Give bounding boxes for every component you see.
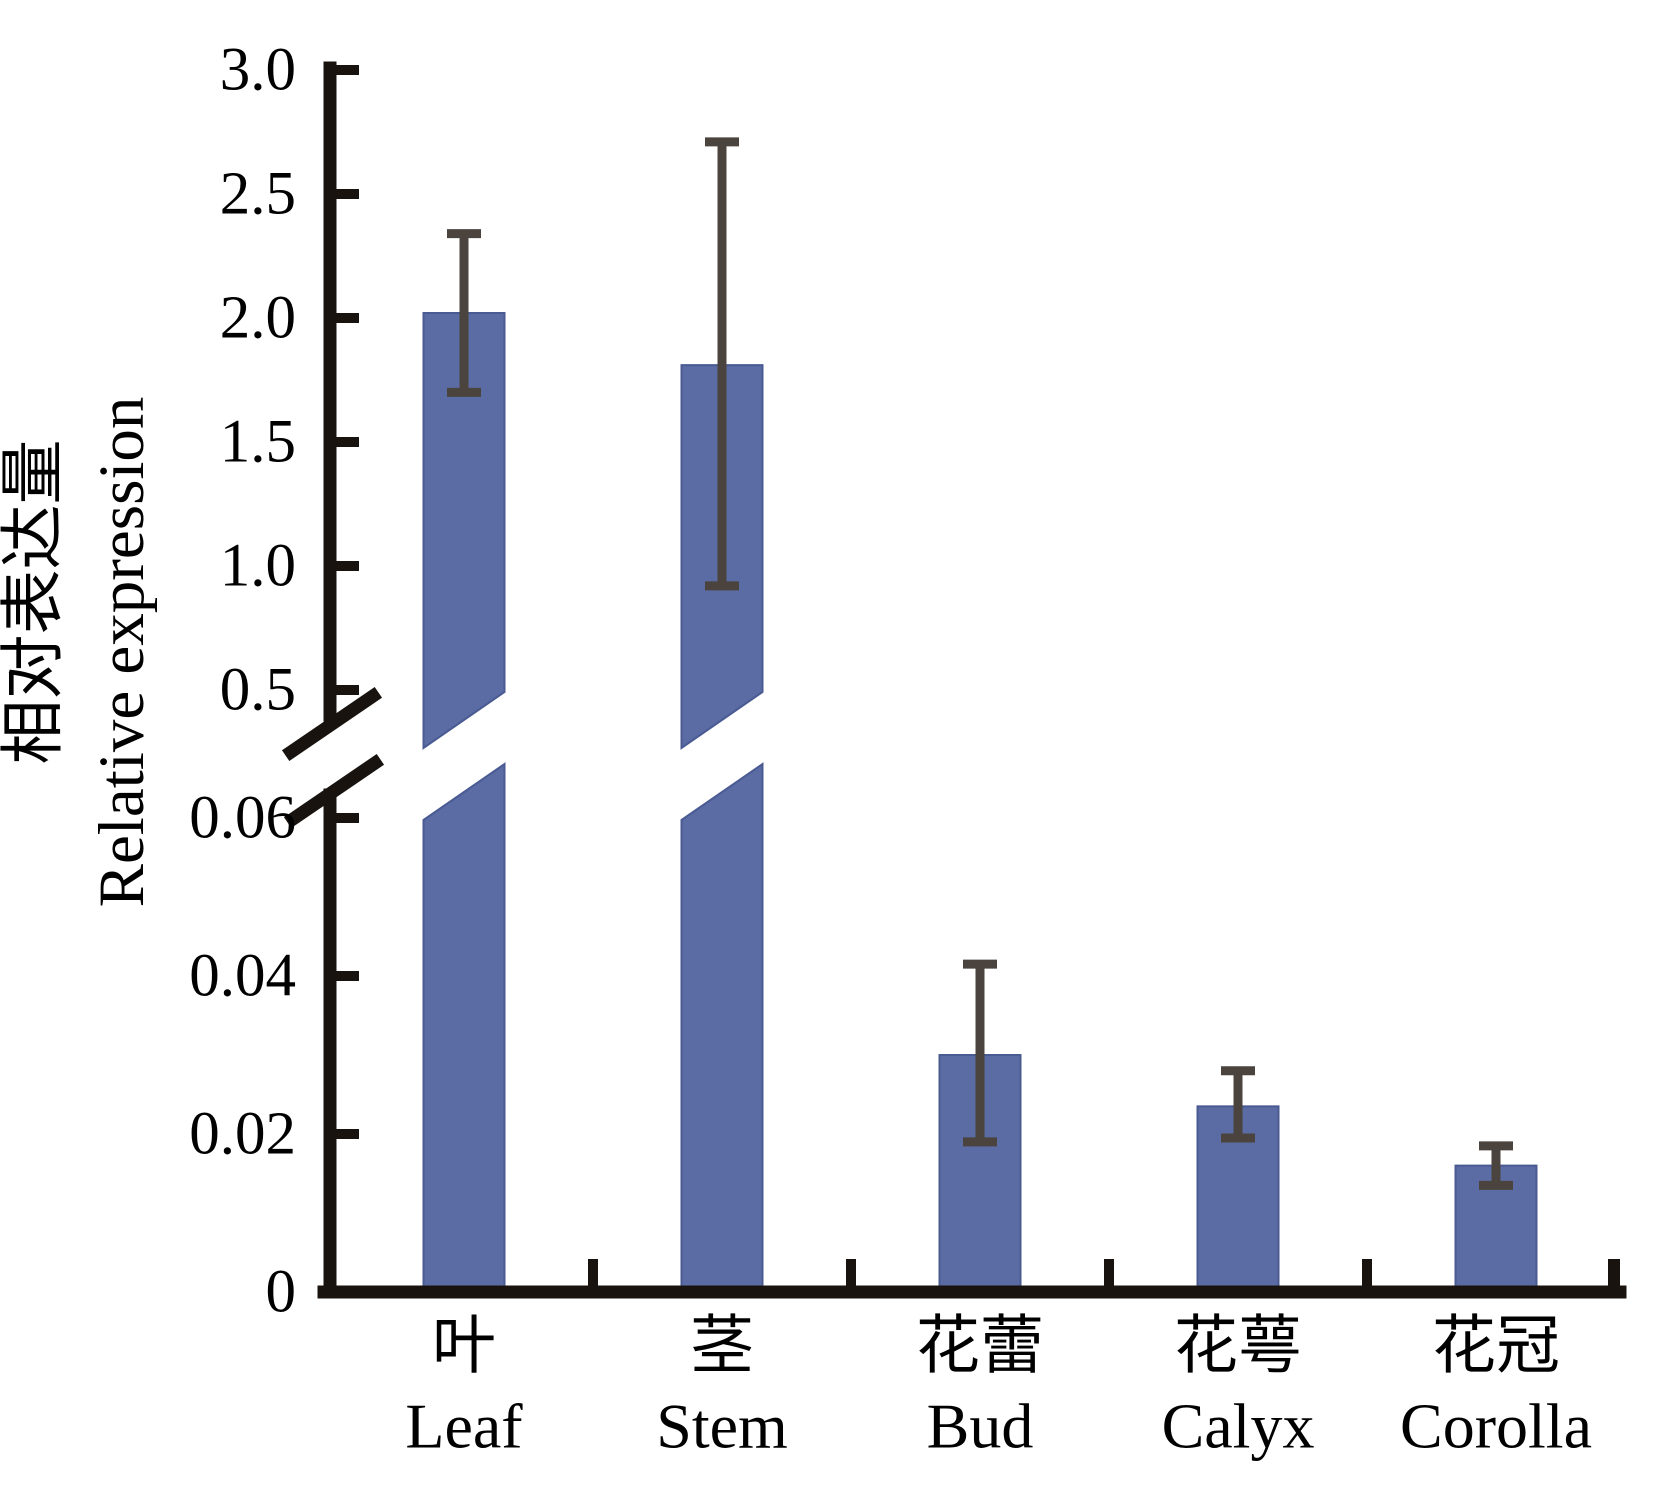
category-label-zh: 花冠: [1432, 1311, 1560, 1382]
bar-leaf: [422, 312, 506, 1293]
y-tick-label: 0.04: [189, 943, 296, 1010]
y-axis-title-en: Relative expression: [86, 397, 158, 908]
axis-break-slash-upper: [281, 686, 383, 762]
category-label-en: Leaf: [405, 1391, 523, 1462]
axis-break-slash-lower: [283, 753, 385, 829]
y-tick-label: 2.0: [220, 285, 296, 352]
bar-upper-segment: [422, 312, 506, 750]
category-label-zh: 花蕾: [916, 1311, 1044, 1382]
error-bar-calyx: [1221, 1066, 1255, 1143]
y-tick-label: 0.02: [189, 1101, 296, 1168]
y-tick-label: 0: [266, 1259, 297, 1326]
error-bar-bud: [963, 959, 997, 1147]
error-bar-corolla: [1479, 1141, 1513, 1190]
category-label-zh: 叶: [432, 1311, 496, 1382]
y-tick-label: 1.5: [220, 409, 296, 476]
category-label-en: Bud: [927, 1391, 1034, 1462]
y-tick-label: 2.5: [220, 161, 296, 228]
category-label-en: Stem: [656, 1391, 788, 1462]
y-tick-label: 1.0: [220, 533, 296, 600]
axes-group: [281, 61, 1627, 1299]
y-tick-label: 0.5: [220, 657, 296, 724]
y-axis-title-zh: 相对表达量: [0, 439, 70, 764]
bar-lower-segment: [422, 762, 506, 1293]
category-label-zh: 花萼: [1174, 1311, 1302, 1382]
y-tick-label: 3.0: [220, 37, 296, 104]
category-label-zh: 茎: [690, 1311, 754, 1382]
ticks-group: [330, 65, 1620, 1292]
error-bar-leaf: [447, 229, 481, 397]
y-tick-label: 0.06: [189, 785, 296, 852]
y-tick-labels-group: 0.5 1.0 1.5 2.0 2.5 3.0 0 0.02 0.04 0.06: [189, 37, 296, 1326]
error-bars-group: [447, 137, 1513, 1190]
bar-lower-segment: [680, 762, 764, 1293]
category-label-en: Corolla: [1400, 1391, 1592, 1462]
category-label-en: Calyx: [1162, 1391, 1315, 1462]
category-labels-group: 叶 Leaf 茎 Stem 花蕾 Bud 花萼 Calyx 花冠 Corolla: [405, 1311, 1592, 1462]
error-bar-stem: [705, 137, 739, 591]
